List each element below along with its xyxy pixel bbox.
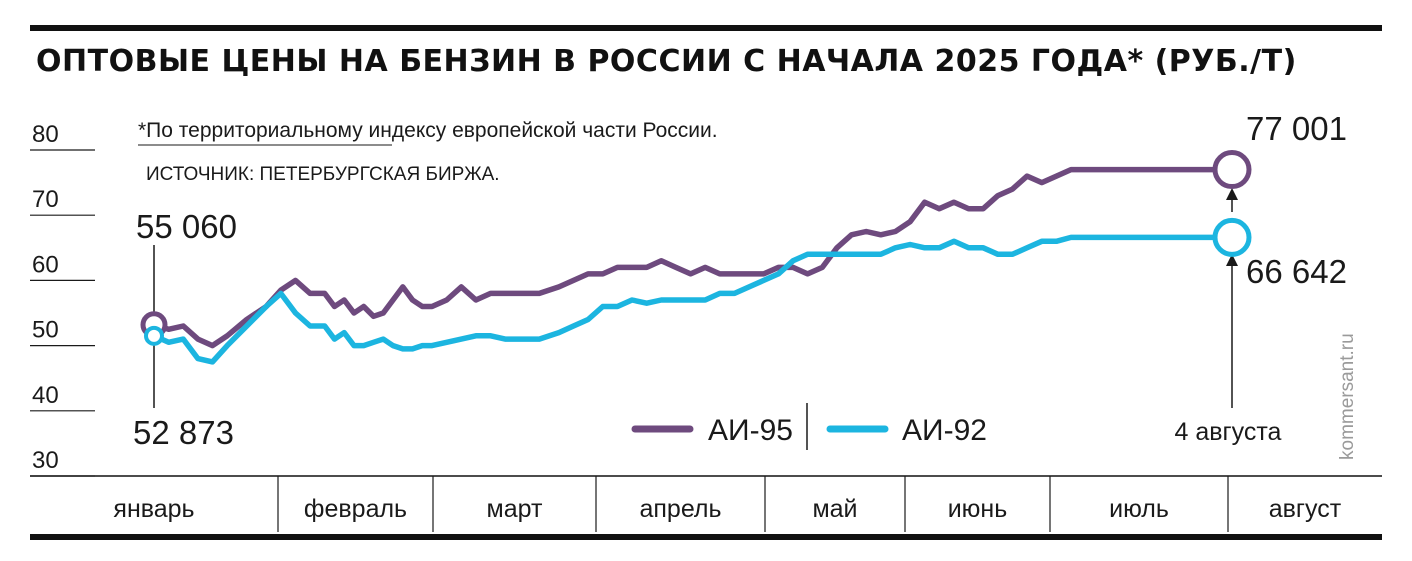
end-label-ai95: 77 001 <box>1246 110 1347 147</box>
y-axis: 80 70 60 50 40 30 <box>30 121 95 477</box>
month-label: апрель <box>639 495 721 523</box>
month-axis: январь февраль март апрель май июнь июль август <box>113 476 1342 532</box>
top-rule <box>30 25 1382 31</box>
y-tick-label: 70 <box>32 186 59 213</box>
legend: АИ-95 АИ-92 <box>631 403 987 450</box>
month-label: январь <box>113 495 194 523</box>
series-line-ai92 <box>151 234 1235 365</box>
month-label: февраль <box>304 495 407 523</box>
y-tick-label: 30 <box>32 447 59 474</box>
month-label: май <box>812 495 857 523</box>
month-label: июль <box>1109 495 1169 523</box>
start-marker-ai92 <box>144 325 164 346</box>
end-arrowhead-ai92 <box>1226 254 1238 266</box>
month-label: июнь <box>948 495 1008 523</box>
y-tick-label: 40 <box>32 382 59 409</box>
series-line-ai95 <box>151 166 1235 349</box>
y-tick-label: 60 <box>32 251 59 278</box>
end-arrowhead-ai95 <box>1226 188 1238 200</box>
date-annotation: 4 августа <box>1175 418 1282 446</box>
end-marker-ai92 <box>1212 217 1252 257</box>
end-marker-ai95 <box>1212 150 1252 190</box>
end-label-ai92: 66 642 <box>1246 253 1347 290</box>
series-lines <box>151 166 1235 365</box>
chart-title: ОПТОВЫЕ ЦЕНЫ НА БЕНЗИН В РОССИИ С НАЧАЛА… <box>36 44 1297 79</box>
watermark: kommersant.ru <box>1337 333 1358 460</box>
legend-label-ai92: АИ-92 <box>902 414 987 447</box>
footnote: *По территориальному индексу европейской… <box>138 119 718 142</box>
start-label-ai92: 52 873 <box>133 414 234 451</box>
start-label-ai95: 55 060 <box>136 208 237 245</box>
legend-label-ai95: АИ-95 <box>708 414 793 447</box>
month-label: март <box>487 495 543 523</box>
month-label: август <box>1269 495 1342 523</box>
annotations: 55 060 52 873 77 001 66 642 4 августа <box>133 110 1347 451</box>
source-note: ИСТОЧНИК: ПЕТЕРБУРГСКАЯ БИРЖА. <box>146 164 500 185</box>
y-tick-label: 50 <box>32 317 59 344</box>
y-tick-label: 80 <box>32 121 59 148</box>
bottom-rule <box>30 534 1382 540</box>
